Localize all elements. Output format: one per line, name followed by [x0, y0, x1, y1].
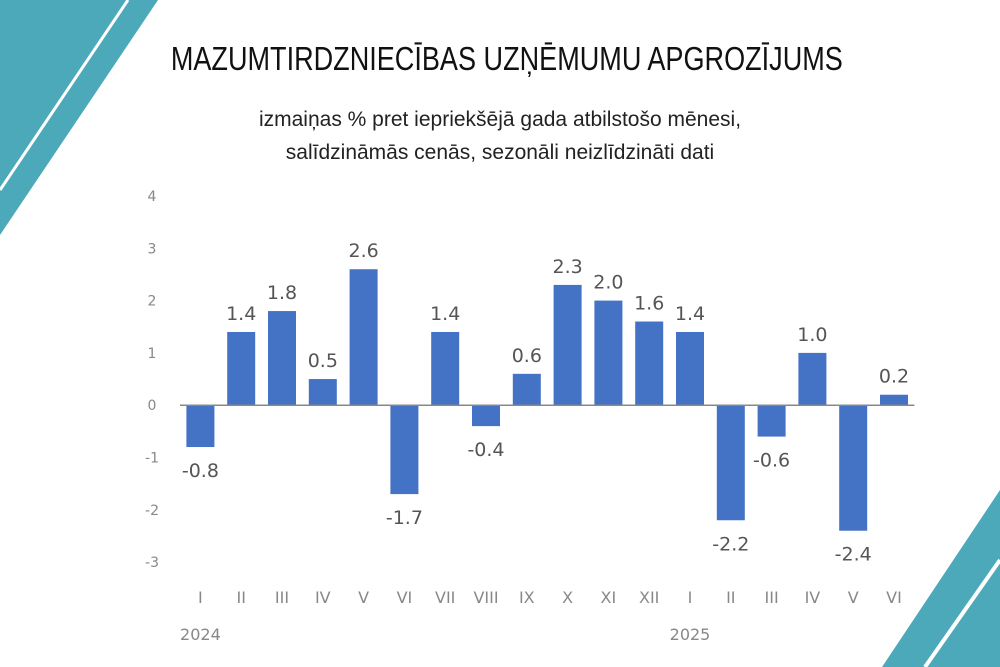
bar: [716, 405, 745, 521]
bar: [839, 405, 868, 531]
y-tick-label: -3: [145, 555, 159, 571]
bar: [880, 394, 908, 406]
data-label: -2.2: [712, 533, 749, 555]
data-label: 2.0: [593, 272, 623, 294]
data-label: 1.0: [797, 324, 827, 346]
bar: [472, 405, 500, 427]
x-category-label: V: [358, 588, 369, 607]
y-tick-label: -2: [145, 503, 159, 519]
x-category-label: XI: [601, 588, 617, 607]
bar: [186, 405, 215, 448]
x-category-label: VIII: [473, 588, 498, 607]
data-label: 0.6: [512, 345, 542, 367]
x-category-label: I: [198, 588, 203, 607]
data-label: -2.4: [835, 544, 872, 566]
x-category-label: I: [688, 588, 693, 607]
bottom-right-stripe-large: [882, 490, 1000, 667]
bar: [390, 405, 419, 495]
x-category-label: III: [765, 588, 779, 607]
y-tick-label: 4: [148, 189, 157, 205]
x-category-label: IV: [315, 588, 331, 607]
chart-subtitle-line-2: salīdzināmās cenās, sezonāli neizlīdzinā…: [285, 141, 715, 164]
data-label: 1.6: [634, 293, 664, 315]
x-category-label: VI: [886, 588, 902, 607]
bar: [268, 311, 296, 406]
x-category-label: V: [848, 588, 859, 607]
x-category-label: IV: [805, 588, 821, 607]
data-label: 0.2: [879, 366, 909, 388]
data-label: 2.6: [348, 240, 378, 262]
bar: [512, 373, 541, 406]
chart-title: MAZUMTIRDZNIECĪBAS UZŅĒMUMU APGROZĪJUMS: [170, 40, 843, 77]
data-labels: -0.8 1.4 1.8 0.5 2.6 -1.7 1.4 -0.4 0.6 2.3 2.0 1.6 1…: [182, 240, 909, 565]
x-category-label: X: [562, 588, 573, 607]
bar: [553, 284, 582, 406]
data-label: 2.3: [552, 256, 582, 278]
y-tick-label: -1: [145, 451, 159, 467]
x-category-label: VI: [397, 588, 413, 607]
x-category-label: II: [726, 588, 735, 607]
x-axis-years: 2024 2025: [180, 625, 710, 644]
x-year-label: 2025: [670, 625, 711, 644]
bars: [186, 269, 908, 531]
data-label: -0.8: [182, 460, 219, 482]
bar: [594, 300, 623, 406]
x-category-label: III: [275, 588, 289, 607]
y-tick-label: 1: [148, 346, 157, 362]
y-axis-ticks: -3 -2 -1 0 1 2 3 4: [145, 189, 159, 571]
data-label: -1.7: [386, 507, 423, 529]
data-label: 1.4: [430, 303, 460, 325]
bar: [798, 352, 827, 406]
data-label: -0.6: [753, 450, 790, 472]
bar: [431, 331, 460, 406]
bottom-right-stripe-small: [948, 590, 1000, 667]
bar: [349, 269, 378, 406]
x-category-label: VII: [435, 588, 455, 607]
x-category-label: II: [236, 588, 245, 607]
x-category-label: XII: [639, 588, 659, 607]
y-tick-label: 0: [148, 398, 157, 414]
x-year-label: 2024: [180, 625, 221, 644]
bar: [676, 331, 704, 406]
bar: [635, 321, 664, 406]
top-left-stripe-large: [0, 0, 158, 235]
y-tick-label: 2: [148, 294, 157, 310]
bar: [227, 331, 256, 406]
chart-subtitle-line-1: izmaiņas % pret iepriekšējā gada atbilst…: [258, 108, 742, 131]
data-label: 0.5: [308, 350, 338, 372]
top-left-stripe-line: [0, 0, 130, 191]
bottom-right-stripe-line: [923, 558, 1000, 667]
y-tick-label: 3: [148, 241, 157, 257]
data-label: 1.4: [675, 303, 705, 325]
x-category-label: IX: [519, 588, 535, 607]
bar: [757, 405, 786, 437]
bar: [308, 379, 337, 406]
data-label: 1.8: [267, 282, 297, 304]
data-label: -0.4: [467, 439, 504, 461]
x-axis-categories: I II III IV V VI VII VIII IX X XI XII I II III IV V VI: [198, 588, 902, 607]
data-label: 1.4: [226, 303, 256, 325]
